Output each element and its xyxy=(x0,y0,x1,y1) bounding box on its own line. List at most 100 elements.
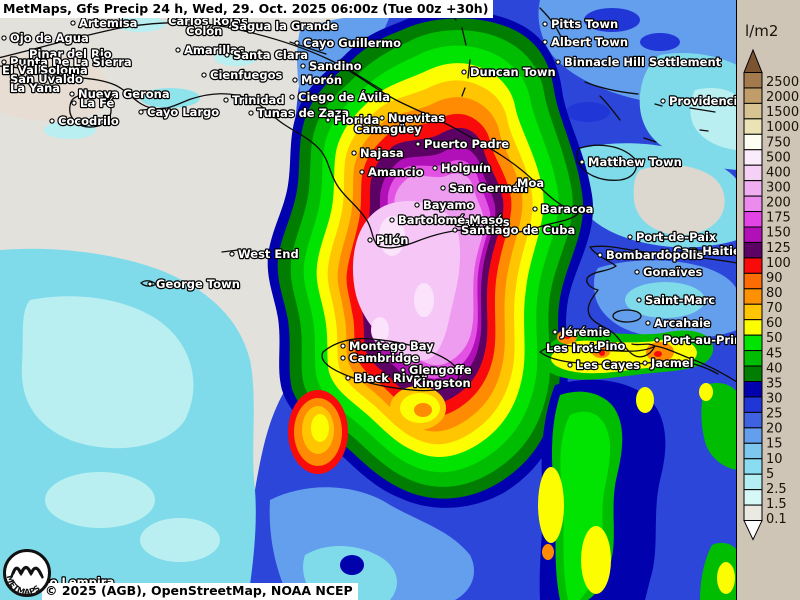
legend-color-box xyxy=(743,288,763,305)
attribution-text: © 2025 (AGB), OpenStreetMap, NOAA NCEP xyxy=(42,583,358,600)
city-label: Bombardopolis xyxy=(606,248,703,262)
city-label: Les Cayes xyxy=(576,358,640,372)
city-label: Moa xyxy=(517,176,544,190)
city-label: West End xyxy=(238,247,299,261)
city-label: Pinar del Rio xyxy=(29,47,112,61)
city-marker xyxy=(627,234,633,240)
legend-unit-label: l/m2 xyxy=(745,22,779,40)
city-label: Amancio xyxy=(368,165,424,179)
legend-tick-label: 2.5 xyxy=(766,482,787,497)
city-label: Arcahaie xyxy=(654,316,711,330)
legend-tick-label: 40 xyxy=(766,361,783,376)
legend-color-box xyxy=(743,334,763,352)
legend-tick-label: 2500 xyxy=(766,75,799,90)
city-label: Jérémie xyxy=(560,325,610,339)
city-label: Sandino xyxy=(309,59,362,73)
city-marker xyxy=(71,100,77,106)
city-marker xyxy=(552,329,558,335)
city-marker xyxy=(461,69,467,75)
legend-color-box xyxy=(743,272,763,290)
city-marker xyxy=(660,98,666,104)
precip-fields xyxy=(0,0,737,600)
city-label: Black River xyxy=(354,371,427,385)
city-marker xyxy=(588,343,594,349)
city-marker xyxy=(636,297,642,303)
city-label: Colón xyxy=(186,24,222,38)
city-marker xyxy=(294,40,300,46)
legend-color-box xyxy=(743,365,763,382)
city-marker xyxy=(289,94,295,100)
city-label: Cayo Largo xyxy=(147,105,219,119)
city-label: Ojo de Agua xyxy=(10,31,89,45)
city-label: Nueva Gerona xyxy=(78,87,170,101)
city-marker xyxy=(147,281,153,287)
legend-color-box xyxy=(743,149,763,166)
city-marker xyxy=(400,367,406,373)
city-label: Holguín xyxy=(441,161,491,175)
city-label: Pino xyxy=(597,339,626,353)
city-label: Pilón xyxy=(376,233,408,247)
legend-tick-label: 500 xyxy=(766,150,791,165)
city-marker xyxy=(579,159,585,165)
city-marker xyxy=(415,141,421,147)
city-marker xyxy=(567,362,573,368)
legend-color-box xyxy=(743,102,763,120)
city-marker xyxy=(229,251,235,257)
legend-tick-label: 175 xyxy=(766,211,791,226)
legend-tick-label: 60 xyxy=(766,316,783,331)
legend-tick-label: 750 xyxy=(766,135,791,150)
city-marker xyxy=(532,206,538,212)
city-marker xyxy=(597,252,603,258)
city-label: Florida xyxy=(334,113,379,127)
city-marker xyxy=(69,91,75,97)
city-label: San Uvaldo xyxy=(10,72,83,86)
city-label: La Yana xyxy=(10,81,60,95)
city-marker xyxy=(634,269,640,275)
city-label: El Valle xyxy=(2,63,50,77)
legend-tick-label: 20 xyxy=(766,422,783,437)
city-label: Nuevitas xyxy=(388,111,445,125)
legend-color-box xyxy=(743,411,763,429)
city-label: Binnacle Hill Settlement xyxy=(564,55,722,69)
legend-color-box xyxy=(743,473,763,491)
city-marker xyxy=(555,59,561,65)
city-marker xyxy=(1,59,7,65)
city-marker xyxy=(645,320,651,326)
legend-color-box xyxy=(743,489,763,506)
legend-color-box xyxy=(743,442,763,460)
legend-tick-label: 150 xyxy=(766,226,791,241)
city-label: Kingston xyxy=(413,376,471,390)
city-label: Cap-Haitien xyxy=(673,244,737,258)
city-label: Artemisa xyxy=(79,16,137,30)
city-marker xyxy=(345,375,351,381)
city-label: Punta De La Sierra xyxy=(10,55,132,69)
city-marker xyxy=(248,110,254,116)
city-marker xyxy=(542,39,548,45)
city-label: Camagüey xyxy=(354,122,422,136)
city-marker xyxy=(440,185,446,191)
legend-tick-label: 125 xyxy=(766,241,791,256)
legend-tick-label: 300 xyxy=(766,180,791,195)
city-label: Jacmel xyxy=(650,356,694,370)
legend-tick-label: 90 xyxy=(766,271,783,286)
city-label: Port-au-Prince xyxy=(663,333,737,347)
city-marker xyxy=(654,337,660,343)
city-label: Puerto Padre xyxy=(424,137,509,151)
legend-color-box xyxy=(743,257,763,274)
city-marker xyxy=(325,117,331,123)
legend-panel: 2500 2000 1500 1000 750 500 400 300 200 175 150 125… xyxy=(736,0,800,600)
city-label: Montego Bay xyxy=(349,339,434,353)
legend-tick-label: 50 xyxy=(766,331,783,346)
legend-tick-label: 5 xyxy=(766,467,774,482)
city-label: Santiago de Cuba xyxy=(461,223,575,237)
legend-tick-label: 35 xyxy=(766,376,783,391)
legend-color-box xyxy=(743,427,763,444)
city-label: Cienfuegos xyxy=(210,68,282,82)
city-label: Pitts Town xyxy=(551,17,618,31)
city-label: Ciego de Ávila xyxy=(298,89,390,104)
legend-color-box xyxy=(743,133,763,151)
city-marker xyxy=(300,63,306,69)
city-marker xyxy=(351,150,357,156)
